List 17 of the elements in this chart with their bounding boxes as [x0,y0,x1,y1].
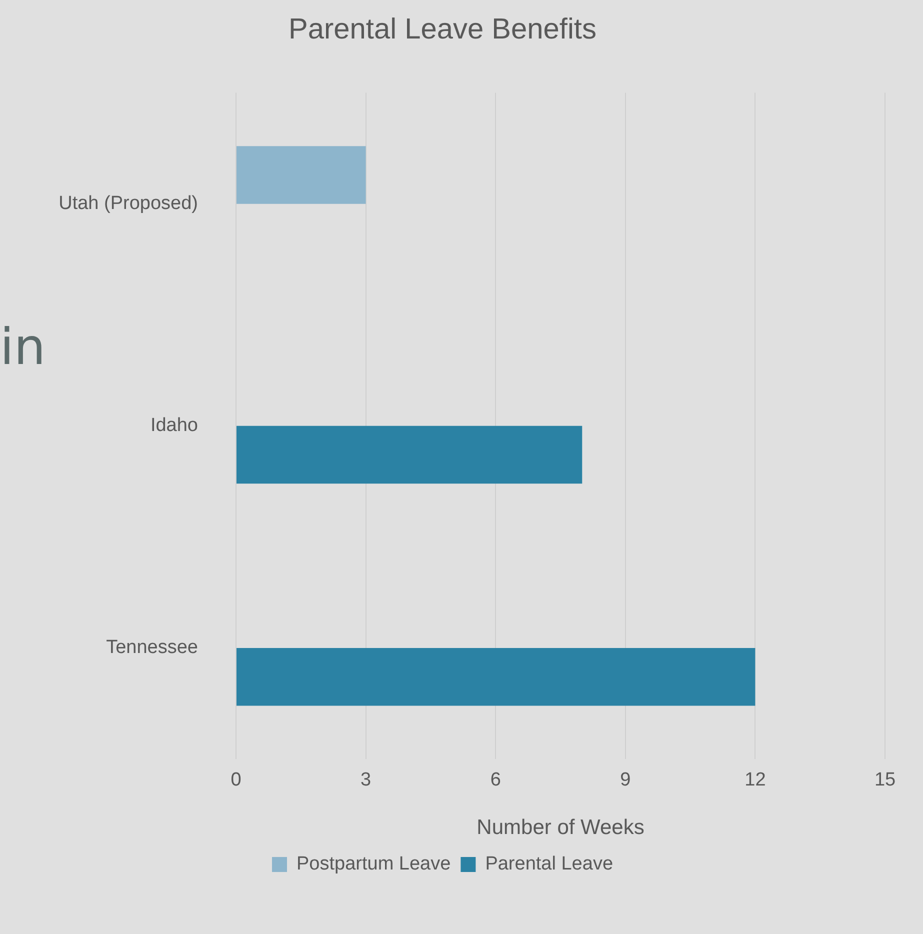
text: in [0,318,46,376]
y-tick-label: Utah (Proposed) [58,193,198,214]
y-tick-label: Tennessee [106,637,198,658]
x-tick-label: 9 [620,770,631,791]
bar [236,648,756,706]
bar [236,146,366,204]
x-axis-title: Number of Weeks [476,816,644,840]
legend-label: Postpartum Leave [296,854,451,875]
bar [236,426,582,484]
x-tick-label: 6 [490,770,501,791]
x-tick-label: 15 [874,770,896,791]
x-tick-label: 3 [360,770,372,791]
chart-title: Parental Leave Benefits [288,13,596,46]
x-tick-label: 12 [744,770,766,791]
legend-label: Parental Leave [485,854,614,875]
y-tick-label: Idaho [150,415,198,436]
x-tick-label: 0 [230,770,242,791]
